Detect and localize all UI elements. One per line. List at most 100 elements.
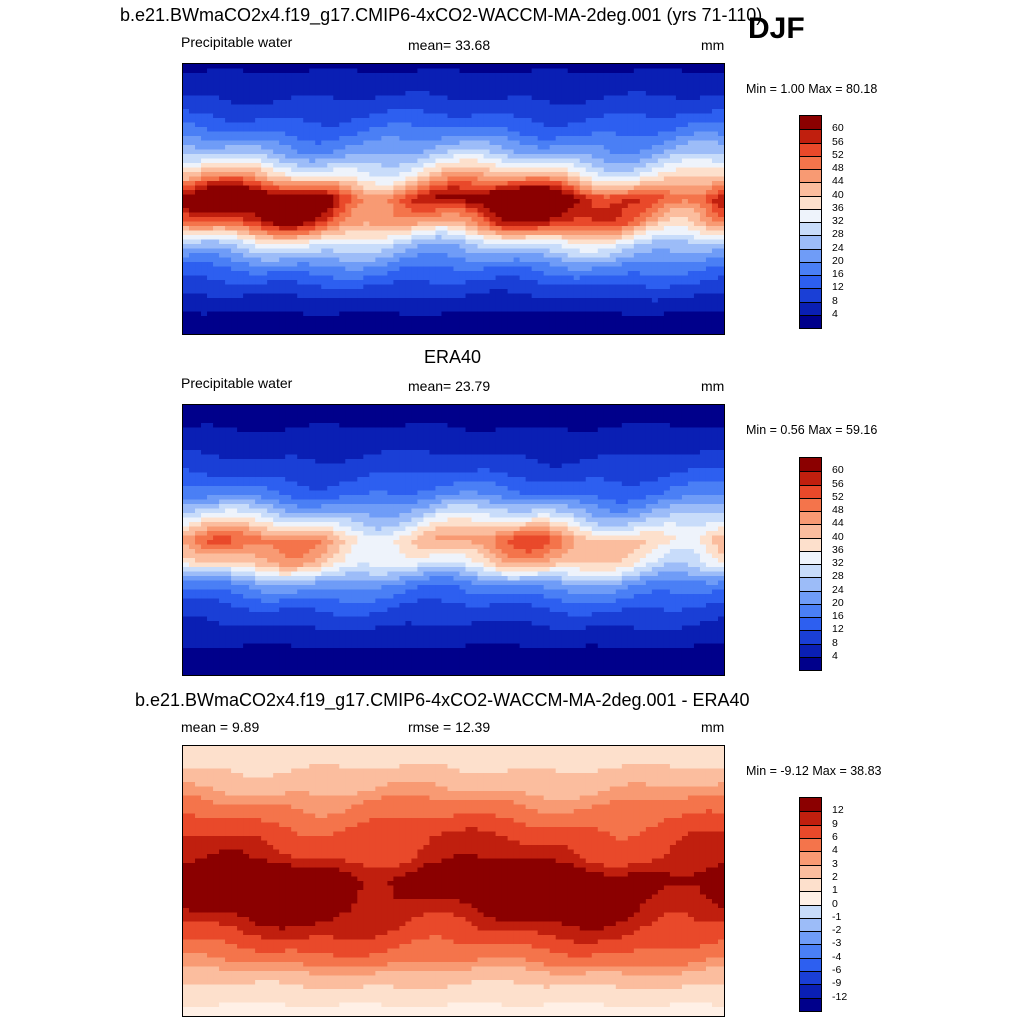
map-cell — [267, 176, 274, 182]
map-cell — [195, 230, 202, 236]
map-cell — [381, 311, 388, 317]
map-cell — [363, 262, 370, 268]
map-cell — [339, 212, 346, 218]
map-cell — [675, 262, 683, 268]
map-cell — [543, 271, 551, 277]
map-cell — [591, 118, 599, 124]
map-cell — [183, 280, 190, 286]
map-cell — [633, 298, 641, 304]
map-cell — [261, 86, 268, 92]
map-cell — [327, 95, 334, 101]
map-cell — [393, 190, 400, 196]
map-cell — [255, 275, 262, 281]
map-cell — [489, 167, 497, 173]
map-cell — [705, 127, 713, 133]
map-cell — [615, 248, 623, 254]
map-cell — [567, 289, 575, 295]
map-cell — [411, 239, 419, 245]
map-cell — [447, 181, 455, 187]
map-cell — [675, 185, 683, 191]
map-cell — [645, 257, 653, 263]
map-cell — [285, 64, 292, 70]
map-cell — [315, 64, 322, 70]
map-cell — [387, 311, 394, 317]
map-cell — [441, 262, 449, 268]
map-cell — [591, 244, 599, 250]
map-cell — [267, 127, 274, 133]
map-cell — [255, 284, 262, 290]
map-cell — [183, 68, 190, 74]
map-cell — [279, 122, 286, 128]
map-cell — [453, 68, 461, 74]
map-cell — [375, 307, 382, 313]
map-cell — [489, 212, 497, 218]
map-cell — [195, 221, 202, 227]
map-cell — [645, 73, 653, 79]
map-cell — [651, 203, 659, 209]
map-cell — [669, 91, 677, 97]
map-cell — [495, 154, 503, 160]
map-cell — [459, 109, 467, 115]
map-cell — [261, 302, 268, 308]
map-cell — [639, 86, 647, 92]
map-cell — [309, 266, 316, 272]
map-cell — [663, 131, 671, 137]
map-cell — [237, 271, 244, 277]
map-cell — [531, 77, 539, 83]
map-cell — [609, 257, 617, 263]
map-cell — [195, 149, 202, 155]
map-cell — [255, 82, 262, 88]
map-cell — [267, 136, 274, 142]
map-cell — [213, 149, 220, 155]
map-cell — [207, 190, 214, 196]
map-cell — [387, 100, 394, 106]
map-cell — [285, 230, 292, 236]
map-cell — [489, 185, 497, 191]
map-cell — [273, 77, 280, 83]
map-cell — [225, 113, 232, 119]
map-cell — [597, 298, 605, 304]
map-cell — [615, 199, 623, 205]
map-cell — [387, 136, 394, 142]
map-cell — [315, 302, 322, 308]
map-cell — [357, 271, 364, 277]
map-cell — [501, 118, 509, 124]
map-cell — [639, 149, 647, 155]
map-cell — [279, 253, 286, 259]
map-cell — [669, 190, 677, 196]
map-cell — [465, 127, 473, 133]
map-cell — [501, 136, 509, 142]
map-cell — [285, 253, 292, 259]
map-cell — [699, 275, 707, 281]
map-cell — [495, 199, 503, 205]
map-cell — [303, 82, 310, 88]
map-cell — [699, 82, 707, 88]
map-cell — [261, 199, 268, 205]
map-cell — [195, 217, 202, 223]
map-cell — [273, 154, 280, 160]
map-cell — [513, 262, 521, 268]
map-cell — [297, 158, 304, 164]
map-cell — [207, 284, 214, 290]
map-cell — [417, 127, 425, 133]
map-cell — [561, 154, 569, 160]
map-cell — [303, 302, 310, 308]
map-cell — [183, 307, 190, 313]
map-cell — [435, 199, 443, 205]
map-cell — [495, 163, 503, 169]
map-cell — [237, 217, 244, 223]
map-cell — [657, 302, 665, 308]
map-cell — [261, 100, 268, 106]
map-cell — [297, 172, 304, 178]
map-cell — [645, 104, 653, 110]
map-cell — [387, 266, 394, 272]
map-cell — [561, 203, 569, 209]
map-cell — [501, 275, 509, 281]
map-cell — [675, 113, 683, 119]
map-cell — [261, 239, 268, 245]
map-cell — [663, 140, 671, 146]
map-cell — [303, 185, 310, 191]
map-cell — [717, 140, 724, 146]
map-cell — [429, 248, 437, 254]
map-cell — [321, 190, 328, 196]
